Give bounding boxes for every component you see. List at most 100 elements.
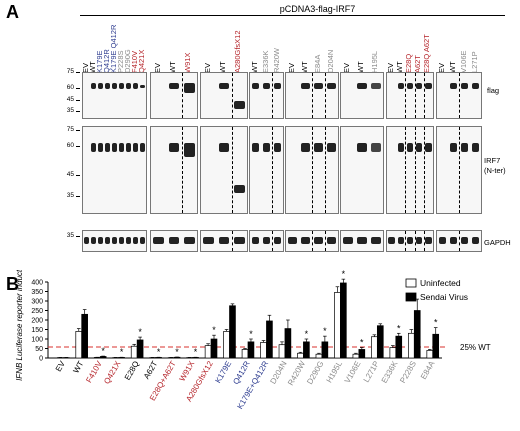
band <box>233 237 245 244</box>
significance-star: * <box>249 329 253 339</box>
gapdh-blot <box>340 230 384 252</box>
splice-line <box>405 73 407 118</box>
band <box>406 237 414 244</box>
panel-b-letter: B <box>6 274 19 294</box>
band <box>471 143 480 152</box>
gapdh-blot <box>150 230 198 252</box>
band <box>371 143 381 152</box>
x-category-label: K179E <box>213 360 233 385</box>
x-category-label: A62T <box>142 359 159 380</box>
y-tick-label: 400 <box>31 280 43 287</box>
band <box>406 83 414 89</box>
band <box>183 83 195 93</box>
splice-line <box>231 73 233 118</box>
splice-line <box>325 231 326 251</box>
gapdh-blot-label: GAPDH <box>484 238 511 247</box>
bar-sendai-virus <box>432 333 440 359</box>
bar-sendai-virus <box>247 341 255 359</box>
band <box>168 83 180 89</box>
reference-line-label: 25% WT <box>460 343 491 352</box>
bar-uninfected <box>75 331 83 359</box>
bar-uninfected <box>204 345 212 359</box>
splice-line <box>181 73 183 118</box>
significance-star: * <box>157 347 161 357</box>
irf7-blot-sublabel: (N-ter) <box>484 166 506 175</box>
band <box>140 85 145 88</box>
legend-entry: Sendai Virus <box>420 292 468 302</box>
irf7-blot <box>386 126 434 214</box>
band <box>168 237 180 244</box>
significance-star: * <box>342 270 346 279</box>
y-tick-label: 50 <box>35 346 43 353</box>
band <box>326 143 337 152</box>
lane-label: A62T <box>413 55 423 73</box>
band <box>313 83 324 89</box>
flag-blot <box>340 72 384 119</box>
band <box>300 143 311 152</box>
y-tick-label: 100 <box>31 337 43 344</box>
band <box>300 237 311 244</box>
bar-uninfected <box>130 345 138 359</box>
splice-line <box>405 127 407 213</box>
band <box>425 143 432 152</box>
band <box>273 237 282 244</box>
mw-tick <box>76 72 80 73</box>
lane-label: D204N <box>325 49 335 73</box>
bar-sendai-virus <box>81 313 88 359</box>
band <box>112 237 117 244</box>
lane-label: Q421X <box>136 49 146 73</box>
bar-uninfected <box>371 336 378 359</box>
band <box>133 83 138 89</box>
bar-sendai-virus <box>284 328 292 359</box>
y-tick-label: 200 <box>31 318 43 325</box>
irf7-blot-label: IRF7 <box>484 156 501 165</box>
band <box>300 83 311 89</box>
band <box>84 237 89 244</box>
band <box>91 143 96 152</box>
bar-uninfected <box>223 331 230 359</box>
y-tick-label: 250 <box>31 308 43 315</box>
band <box>112 143 117 152</box>
x-category-label: EV <box>54 359 67 373</box>
legend-swatch <box>405 278 417 288</box>
band <box>133 237 138 244</box>
legend-entry: Uninfected <box>420 278 461 288</box>
band <box>415 143 423 152</box>
flag-blot-label: flag <box>487 86 500 95</box>
band <box>415 237 423 244</box>
bar-uninfected <box>278 344 286 359</box>
band <box>262 237 271 244</box>
bar-sendai-virus <box>266 320 273 359</box>
mw-tick <box>76 100 80 101</box>
mw-tick <box>76 146 80 147</box>
flag-blot <box>150 72 198 119</box>
band <box>397 237 405 244</box>
band <box>126 237 131 244</box>
band <box>251 83 260 89</box>
x-category-label: E336K <box>380 359 400 385</box>
x-category-label: V106E <box>343 360 363 385</box>
x-category-label: E84A <box>419 359 437 381</box>
lane-label: E84A <box>312 54 322 73</box>
lane-label: A280GfsX12 <box>233 30 243 73</box>
bar-sendai-virus <box>303 341 310 359</box>
splice-line <box>459 231 460 251</box>
splice-line <box>459 73 460 118</box>
bar-sendai-virus <box>99 356 107 359</box>
band <box>105 83 110 89</box>
band <box>460 237 469 244</box>
significance-star: * <box>397 323 401 333</box>
gapdh-blot <box>285 230 339 252</box>
lane-label: R420W <box>271 47 281 73</box>
band <box>119 237 124 244</box>
bar-uninfected <box>315 353 323 359</box>
band <box>273 83 282 89</box>
irf7-blot <box>150 126 198 214</box>
splice-line <box>414 73 416 118</box>
splice-line <box>181 127 183 213</box>
band <box>251 237 260 244</box>
significance-star: * <box>212 325 216 335</box>
bar-sendai-virus <box>340 282 347 359</box>
luciferase-bar-chart: 0 50 100 150 200 250 300 350 400 IFNB Luciferase … <box>15 270 491 411</box>
band <box>471 83 480 89</box>
